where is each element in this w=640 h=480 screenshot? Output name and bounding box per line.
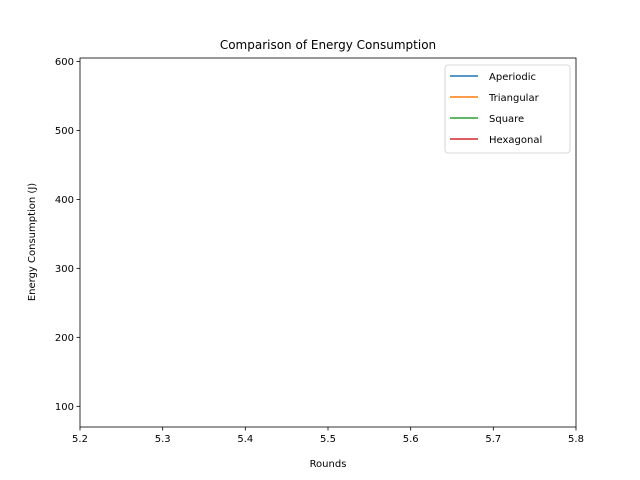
legend-label: Triangular	[488, 93, 540, 104]
x-tick-label: 5.4	[237, 434, 253, 445]
legend-label: Hexagonal	[489, 135, 542, 146]
x-axis-ticks: 5.2 5.3 5.4 5.5 5.6 5.7 5.8	[72, 427, 584, 445]
y-tick-label: 100	[55, 402, 74, 413]
y-axis-label: Energy Consumption (J)	[27, 183, 38, 301]
chart-title: Comparison of Energy Consumption	[220, 38, 436, 52]
y-axis-ticks: 100 200 300 400 500 600	[55, 57, 80, 413]
legend: Aperiodic Triangular Square Hexagonal	[444, 64, 571, 154]
y-tick-label: 400	[55, 195, 74, 206]
y-tick-label: 600	[55, 57, 74, 68]
x-tick-label: 5.7	[485, 434, 501, 445]
x-tick-label: 5.5	[320, 434, 336, 445]
legend-items: Aperiodic Triangular Square Hexagonal	[450, 72, 542, 146]
legend-frame	[444, 64, 571, 154]
x-tick-label: 5.2	[72, 434, 88, 445]
y-tick-label: 300	[55, 264, 74, 275]
legend-label: Square	[489, 114, 524, 125]
x-tick-label: 5.6	[403, 434, 419, 445]
y-tick-label: 500	[55, 126, 74, 137]
legend-label: Aperiodic	[489, 72, 536, 83]
x-axis-label: Rounds	[310, 459, 347, 470]
x-tick-label: 5.3	[155, 434, 171, 445]
x-tick-label: 5.8	[568, 434, 584, 445]
y-tick-label: 200	[55, 333, 74, 344]
